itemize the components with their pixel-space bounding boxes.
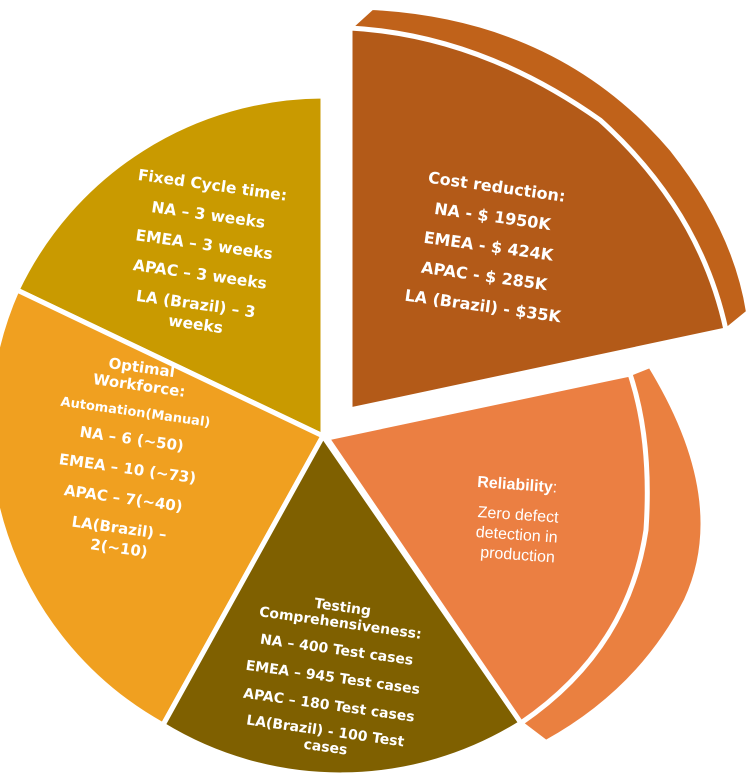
reliability-line-2: detection in <box>475 524 558 547</box>
segment-testing-comprehensiveness <box>160 433 524 778</box>
segment-optimal-workforce <box>0 287 326 728</box>
segment-fixed-cycle-time <box>14 93 326 439</box>
reliability-line-3: production <box>480 544 556 566</box>
reliability-title-line: Reliability: <box>477 474 562 497</box>
reliability-title-suffix: : <box>552 479 558 496</box>
testing-line-la-cont: cases <box>303 737 349 759</box>
reliability-label: Reliability: Zero defect detection in pr… <box>472 474 566 567</box>
segment-reliability <box>324 371 650 726</box>
segment-cost-reduction <box>347 25 729 413</box>
reliability-title: Reliability <box>477 474 554 496</box>
testing-title: Testing <box>313 596 372 620</box>
reliability-line-1: Zero defect <box>477 504 559 527</box>
svg-text:Reliability: Zero: Reliability: Zero defect detection in pr… <box>472 474 566 567</box>
